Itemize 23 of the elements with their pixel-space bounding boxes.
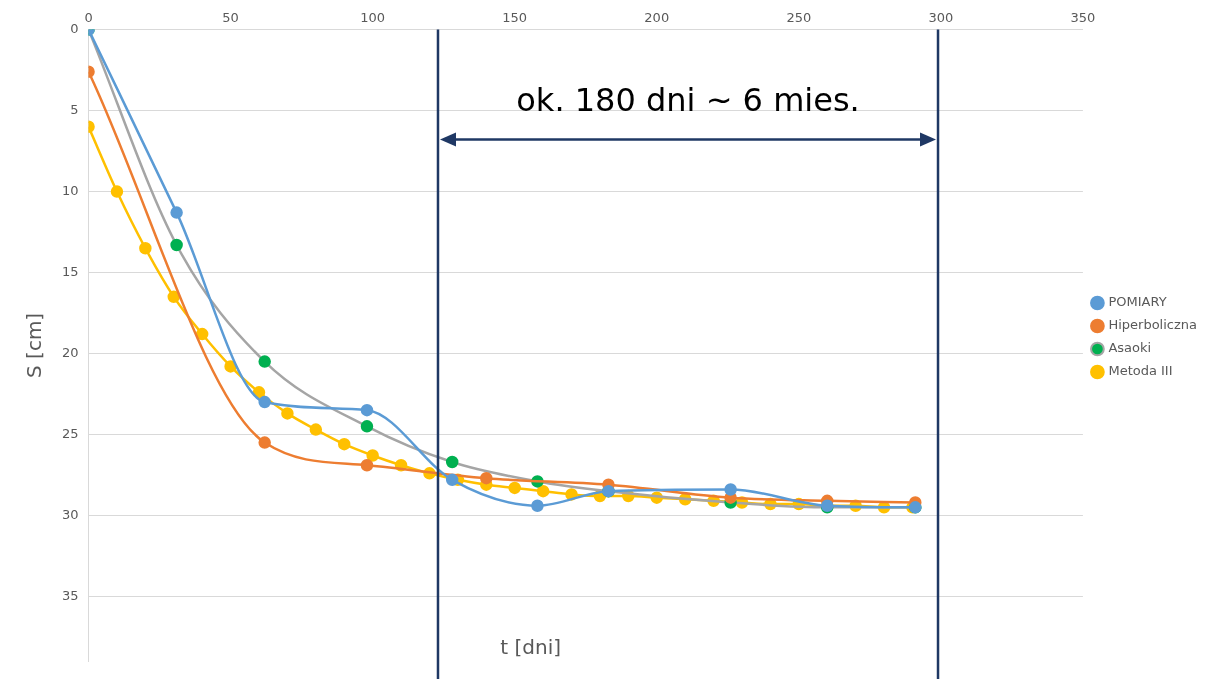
- y-tick-label: 20: [62, 344, 79, 360]
- annotation: ok. 180 dni ~ 6 mies.: [516, 80, 860, 119]
- x-tick-label: 50: [222, 10, 239, 26]
- x-tick-label: 100: [360, 10, 386, 26]
- legend-label: Asaoki: [1108, 340, 1152, 356]
- y-tick-label: 15: [62, 263, 79, 279]
- x-tick-label: 350: [1070, 10, 1096, 26]
- y-tick-label: 30: [62, 506, 79, 522]
- legend-label: Metoda III: [1108, 363, 1173, 379]
- x-tick-label: 0: [84, 10, 93, 26]
- y-tick-label: 10: [62, 182, 79, 198]
- y-tick-label: 35: [62, 587, 79, 603]
- y-tick-label: 5: [70, 101, 79, 117]
- y-tick-label: 0: [70, 20, 79, 36]
- y-tick-label: 25: [62, 425, 79, 441]
- x-tick-label: 300: [928, 10, 954, 26]
- legend-label: POMIARY: [1108, 294, 1167, 310]
- x-axis-title: t [dni]: [500, 635, 562, 660]
- x-tick-label: 250: [786, 10, 812, 26]
- y-axis-title: S [cm]: [22, 312, 47, 378]
- legend-label: Hiperboliczna: [1108, 317, 1198, 333]
- x-tick-label: 200: [644, 10, 670, 26]
- x-tick-label: 150: [502, 10, 528, 26]
